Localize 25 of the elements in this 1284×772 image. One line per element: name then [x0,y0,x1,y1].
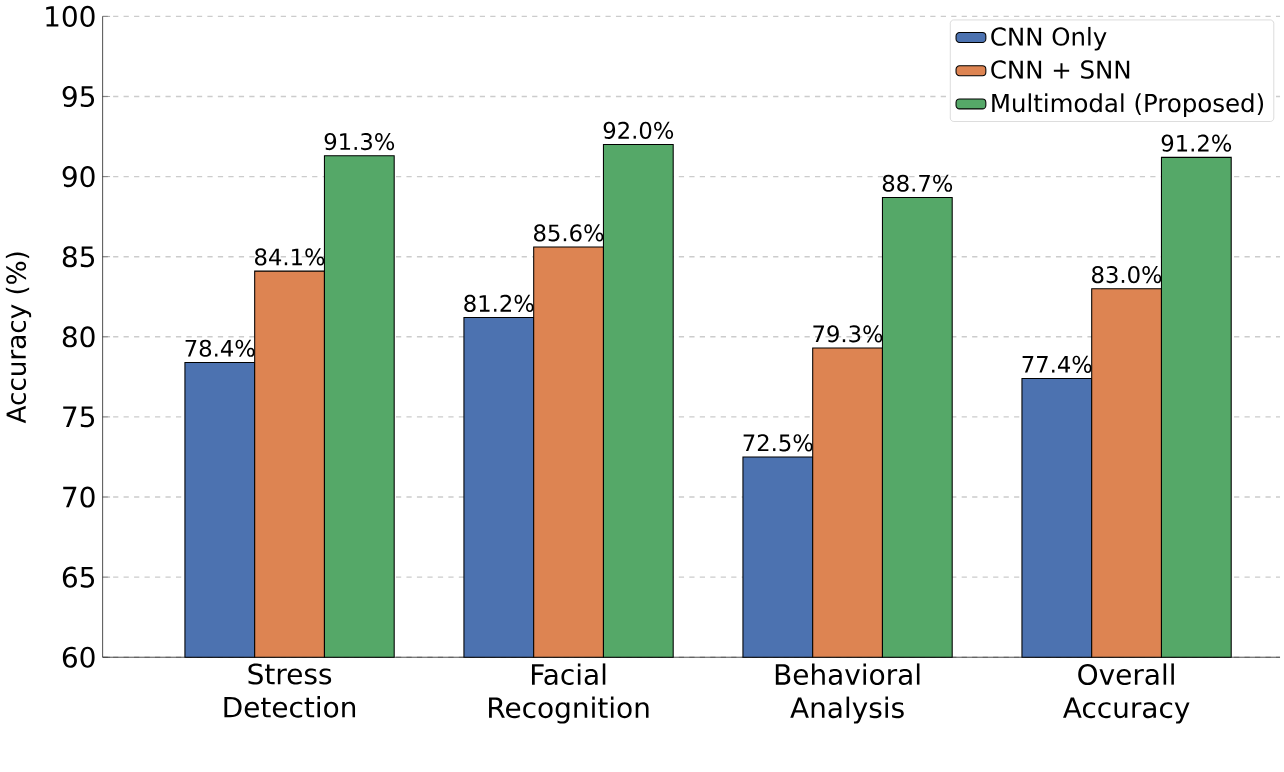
data-label: 84.1% [255,248,325,266]
y-tick-label: 85 [62,246,95,268]
legend-label: CNN + SNN [991,60,1130,80]
y-tick-label: 60 [62,646,95,669]
y-tick-label: 65 [62,566,95,588]
data-label: 92.0% [603,122,674,140]
x-tick-label: Overall Accuracy [1063,663,1190,724]
data-label: 88.7% [882,174,953,193]
data-label: 85.6% [534,224,604,242]
data-label: 79.3% [813,325,883,343]
y-axis-title: Accuracy (%) [5,252,32,424]
y-tick-label: 95 [62,86,95,108]
y-tick-label: 70 [63,486,95,508]
x-tick-label: Behavioral Analysis [775,663,920,724]
y-tick-label: 100 [46,6,95,28]
x-tick-label: Facial Recognition [489,663,649,724]
y-tick-label: 75 [63,406,95,428]
legend-label: Multimodal (Proposed) [992,93,1264,118]
y-tick-label: 80 [62,326,95,348]
data-label: 83.0% [1092,266,1162,284]
legend-label: CNN Only [991,27,1107,51]
x-tick-label: Stress Detection [224,663,356,718]
data-label: 91.3% [324,133,395,151]
y-tick-label: 90 [62,166,95,188]
data-label: 91.2% [1161,134,1232,153]
